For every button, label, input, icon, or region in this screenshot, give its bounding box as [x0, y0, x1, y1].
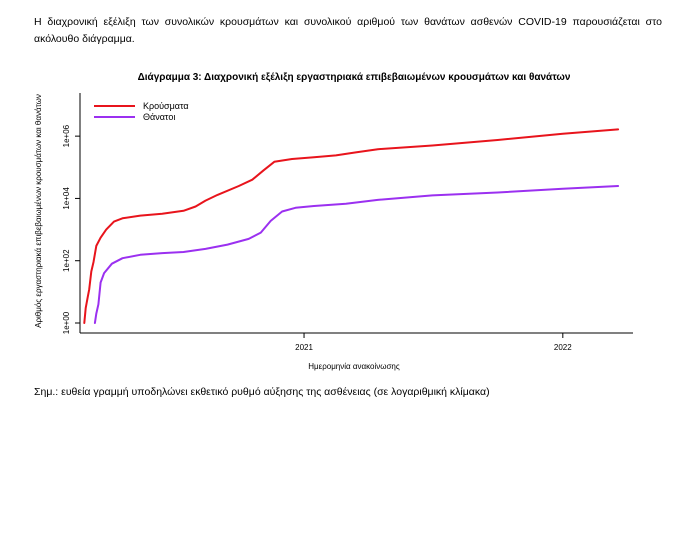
- intro-paragraph: Η διαχρονική εξέλιξη των συνολικών κρουσ…: [34, 16, 662, 45]
- series-line-cases: [83, 128, 620, 324]
- legend-label: Κρούσματα: [143, 101, 189, 111]
- x-axis-label: Ημερομηνία ανακοίνωσης: [308, 362, 400, 371]
- plot-frame: [79, 93, 633, 334]
- series-line-deaths: [93, 185, 620, 324]
- y-tick-label: 1e+04: [62, 187, 71, 210]
- x-tick-label: 2021: [295, 343, 313, 352]
- x-tick-label: 2022: [554, 343, 572, 352]
- y-tick-label: 1e+06: [62, 124, 71, 147]
- y-tick-label: 1e+02: [62, 249, 71, 272]
- chart-title: Διάγραμμα 3: Διαχρονική εξέλιξη εργαστηρ…: [138, 72, 571, 83]
- y-axis-ticks: 1e+00 1e+02 1e+04 1e+06: [62, 124, 80, 334]
- series-layer: [83, 128, 620, 324]
- y-tick-label: 1e+00: [62, 311, 71, 334]
- line-chart: Διάγραμμα 3: Διαχρονική εξέλιξη εργαστηρ…: [34, 72, 633, 371]
- y-axis-label: Αριθμός εργαστηριακά επιβεβαιωμένων κρου…: [34, 94, 43, 328]
- x-axis-ticks: 2021 2022: [295, 333, 572, 352]
- legend-label: Θάνατοι: [143, 112, 175, 122]
- footnote: Σημ.: ευθεία γραμμή υπoδηλώνει εκθετικό …: [34, 386, 490, 398]
